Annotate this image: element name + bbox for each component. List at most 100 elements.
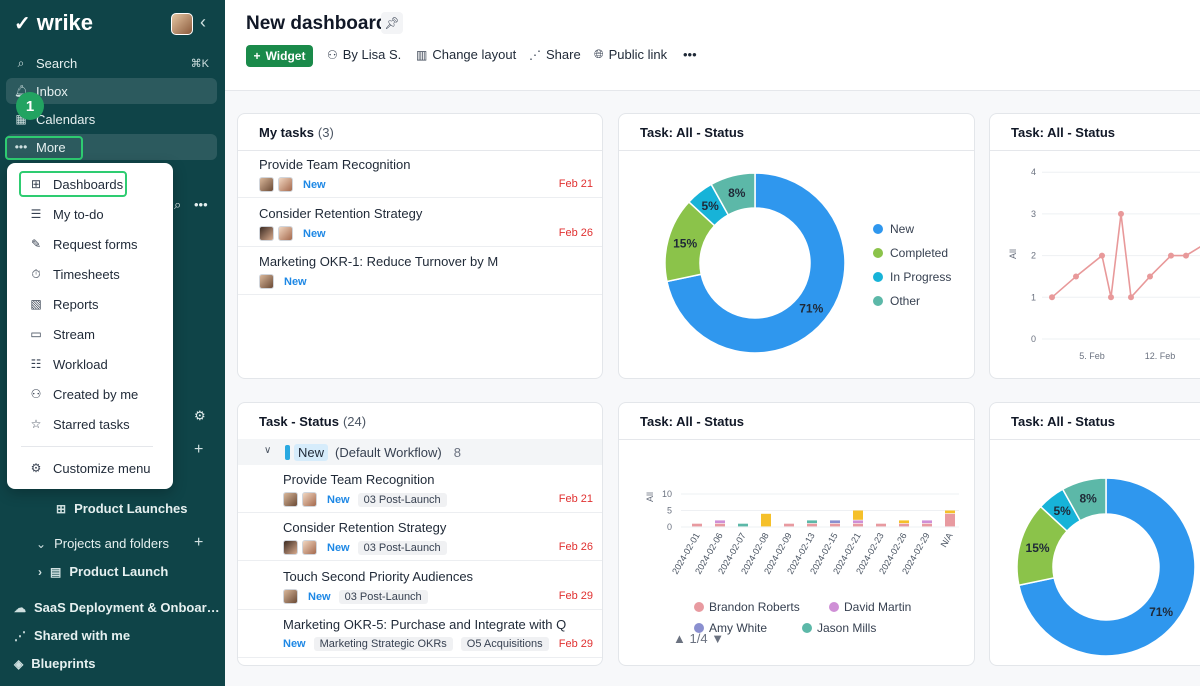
status-badge[interactable]: New [308, 590, 331, 603]
due-date[interactable]: Feb 26 [558, 541, 593, 553]
status-badge[interactable]: New [284, 275, 307, 288]
menu-item-dashboards[interactable]: ⊞ Dashboards [21, 171, 167, 197]
space-settings-icon[interactable]: ⚙ [194, 408, 206, 423]
legend-pager[interactable]: ▲ 1/4 ▼ [673, 631, 724, 646]
collapse-sidebar-icon[interactable]: ‹ [200, 12, 206, 32]
sidebar-spaces-more-icon[interactable]: ••• [194, 197, 208, 212]
task-name[interactable]: Consider Retention Strategy [259, 206, 423, 221]
pager-up-icon[interactable]: ▲ [673, 631, 686, 646]
legend-item-in-progress[interactable]: In Progress [873, 270, 951, 284]
task-status-title[interactable]: Task - Status (24) [259, 414, 366, 429]
chevron-down-icon[interactable]: ∨ [264, 445, 272, 456]
task-row[interactable]: Marketing OKR-1: Reduce Turnover by M Ne… [238, 247, 602, 295]
my-tasks-title[interactable]: My tasks (3) [259, 125, 334, 140]
sidebar-item-blueprints[interactable]: ◈ Blueprints [14, 656, 96, 671]
owner-button[interactable]: ⚇ By Lisa S. [327, 47, 401, 62]
sidebar-search-spaces-icon[interactable]: ⌕ [174, 197, 182, 212]
status-donut-widget-2: Task: All - Status 71% 15% 5% 8% [989, 402, 1200, 666]
more-actions-button[interactable]: ••• [683, 47, 697, 62]
due-date[interactable]: Feb 29 [558, 638, 593, 650]
project-tag[interactable]: 03 Post-Launch [357, 492, 447, 507]
task-name[interactable]: Provide Team Recognition [259, 157, 411, 172]
wrike-logo[interactable]: ✓ wrike [14, 10, 93, 36]
donut-slice-other [1061, 477, 1107, 522]
status-donut-widget: Task: All - Status 71% 15% 5% 8% New Comple… [618, 113, 975, 379]
add-widget-button[interactable]: + Widget [246, 45, 313, 67]
menu-item-created-by-me[interactable]: ⚇ Created by me [21, 381, 167, 407]
sidebar-item-shared[interactable]: ⋰ Shared with me [14, 628, 130, 643]
legend-item-other[interactable]: Other [873, 294, 920, 308]
legend-label: Completed [890, 246, 949, 260]
menu-item-my-todo[interactable]: ☰ My to-do [21, 201, 167, 227]
legend-dot [873, 272, 883, 282]
bar-segment [922, 523, 932, 527]
menu-item-customize[interactable]: ⚙ Customize menu [21, 455, 167, 481]
sidebar-item-calendars[interactable]: ▦ Calendars [6, 106, 217, 132]
change-layout-button[interactable]: ▥ Change layout [416, 47, 516, 62]
status-badge[interactable]: New [303, 227, 326, 240]
shared-label: Shared with me [34, 628, 131, 643]
due-date[interactable]: Feb 26 [558, 227, 593, 239]
menu-item-stream[interactable]: ▭ Stream [21, 321, 167, 347]
project-tag[interactable]: O5 Acquisitions [460, 637, 549, 651]
widget-title[interactable]: Task: All - Status [640, 414, 745, 429]
pin-icon[interactable]: 📌︎ [381, 12, 403, 34]
y-tick-label: 0 [1031, 334, 1036, 344]
share-icon: ⋰ [529, 47, 541, 62]
due-date[interactable]: Feb 29 [558, 590, 593, 602]
menu-item-starred-tasks[interactable]: ☆ Starred tasks [21, 411, 167, 437]
status-badge[interactable]: New [303, 178, 326, 191]
legend-item-new[interactable]: New [873, 222, 914, 236]
menu-item-label: Customize menu [53, 460, 151, 476]
task-row[interactable]: Consider Retention Strategy New 03 Post-… [238, 513, 602, 561]
sidebar-item-more[interactable]: ••• More [6, 134, 217, 160]
page-title[interactable]: New dashboard [246, 13, 388, 34]
due-date[interactable]: Feb 21 [558, 493, 593, 505]
sidebar-item-product-launch[interactable]: › ▤ Product Launch [38, 564, 168, 579]
status-badge[interactable]: New [283, 638, 306, 650]
task-row[interactable]: Consider Retention Strategy New Feb 26 [238, 199, 602, 247]
pager-down-icon[interactable]: ▼ [711, 631, 725, 646]
widget-title[interactable]: Task: All - Status [1011, 125, 1116, 140]
add-item-icon[interactable]: + [194, 441, 204, 458]
project-tag[interactable]: 03 Post-Launch [357, 540, 447, 555]
task-name[interactable]: Marketing OKR-5: Purchase and Integrate … [283, 617, 567, 632]
project-tag[interactable]: Marketing Strategic OKRs [313, 637, 453, 651]
legend-item-completed[interactable]: Completed [873, 246, 948, 260]
share-button[interactable]: ⋰ Share [529, 47, 581, 62]
menu-item-request-forms[interactable]: ✎ Request forms [21, 231, 167, 257]
task-row[interactable]: Provide Team Recognition New Feb 21 [238, 150, 602, 198]
sidebar-item-product-launches[interactable]: ⊞ Product Launches [56, 501, 187, 516]
add-project-icon[interactable]: + [194, 534, 204, 551]
due-date[interactable]: Feb 21 [558, 178, 593, 190]
avatar [278, 226, 293, 241]
sidebar-item-saas[interactable]: ☁ SaaS Deployment & Onboar… [14, 600, 220, 615]
avatar [259, 226, 274, 241]
task-name[interactable]: Consider Retention Strategy [283, 520, 447, 535]
user-avatar[interactable] [171, 13, 193, 35]
bar-segment [807, 523, 817, 527]
legend-dot [873, 248, 883, 258]
widget-title[interactable]: Task: All - Status [1011, 414, 1116, 429]
task-meta: New [259, 274, 307, 289]
sidebar-search[interactable]: ⌕ Search ⌘K [6, 50, 217, 76]
status-badge[interactable]: New [327, 541, 350, 554]
status-badge[interactable]: New [327, 493, 350, 506]
workflow-group-row[interactable]: ∨ New (Default Workflow) 8 [238, 439, 602, 465]
menu-item-workload[interactable]: ☷ Workload [21, 351, 167, 377]
task-row[interactable]: Marketing OKR-5: Purchase and Integrate … [238, 610, 602, 658]
project-tag[interactable]: 03 Post-Launch [338, 589, 428, 604]
task-name[interactable]: Provide Team Recognition [283, 472, 435, 487]
menu-item-timesheets[interactable]: ⏱ Timesheets [21, 261, 167, 287]
legend-label: David Martin [844, 600, 911, 614]
sidebar-projects-and-folders[interactable]: ⌄ Projects and folders [36, 536, 169, 551]
widget-title[interactable]: Task: All - Status [640, 125, 745, 140]
task-name[interactable]: Touch Second Priority Audiences [283, 569, 474, 584]
saas-label: SaaS Deployment & Onboar… [34, 600, 220, 615]
menu-item-reports[interactable]: ▧ Reports [21, 291, 167, 317]
task-row[interactable]: Touch Second Priority Audiences New 03 P… [238, 562, 602, 610]
public-link-button[interactable]: 🌐︎ Public link [594, 47, 667, 62]
donut-label: 8% [1079, 491, 1097, 505]
task-name[interactable]: Marketing OKR-1: Reduce Turnover by M [259, 254, 499, 269]
task-row[interactable]: Provide Team Recognition New 03 Post-Lau… [238, 465, 602, 513]
